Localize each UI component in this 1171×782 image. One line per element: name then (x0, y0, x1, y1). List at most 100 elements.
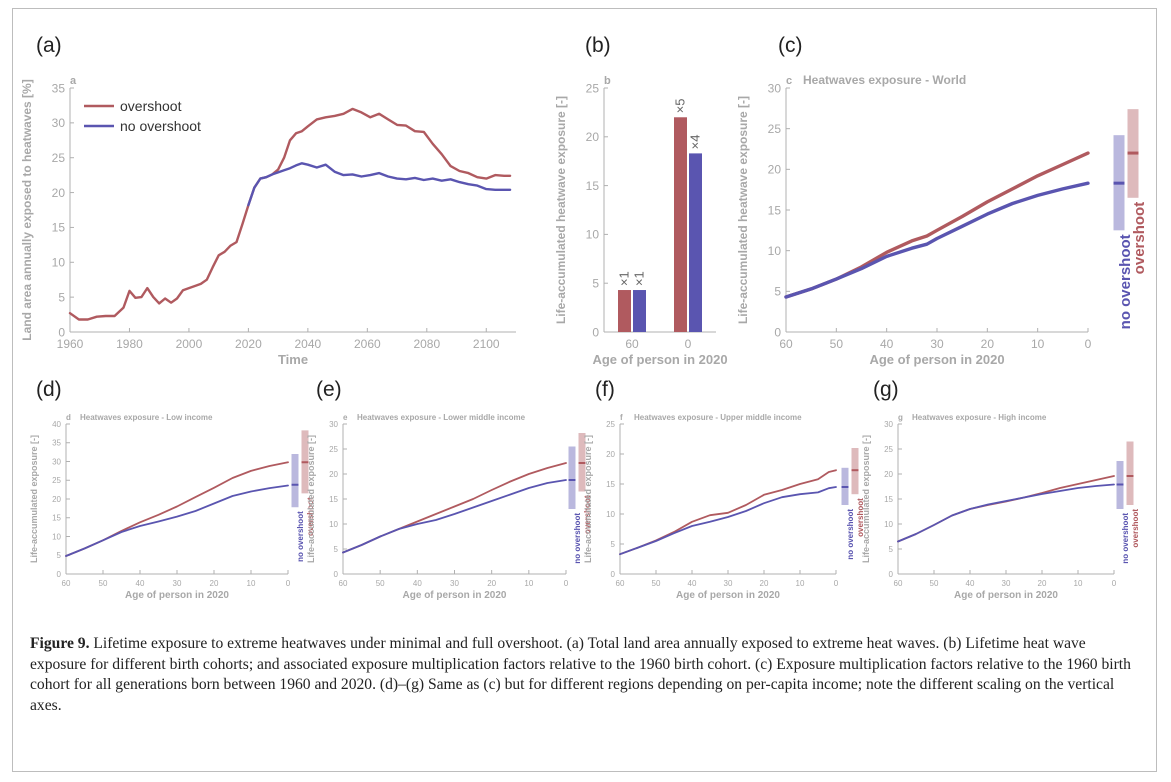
y-axis-label-d: Life-accumulated exposure [-] (29, 435, 39, 563)
caption-lead: Figure 9. (30, 635, 90, 652)
y-axis-label-b: Life-accumulated heatwave exposure [-] (554, 96, 568, 324)
y-tick-label-a: 0 (58, 325, 65, 339)
x-axis-label-c: Age of person in 2020 (869, 352, 1004, 367)
y-tick-label-d: 30 (52, 457, 61, 466)
x-tick-label-c: 10 (1031, 337, 1045, 351)
x-axis-label-e: Age of person in 2020 (403, 590, 507, 601)
panel-title-f: Heatwaves exposure - Upper middle income (634, 413, 802, 422)
x-tick-label-f: 50 (652, 579, 661, 588)
y-tick-label-f: 10 (606, 510, 615, 519)
panel-letter-e: (e) (316, 378, 342, 401)
panel-sublabel-g: g (898, 413, 903, 422)
legend-label-no-overshoot: no overshoot (120, 118, 201, 134)
y-axis-label-f: Life-accumulated exposure [-] (583, 435, 593, 563)
x-tick-label-a: 2100 (473, 337, 500, 351)
y-tick-label-d: 40 (52, 420, 61, 429)
panel-letter-g: (g) (873, 378, 899, 401)
y-tick-label-a: 20 (52, 186, 66, 200)
y-tick-label-d: 10 (52, 532, 61, 541)
y-axis-label-g: Life-accumulated exposure [-] (861, 435, 871, 563)
caption-text: Lifetime exposure to extreme heatwaves u… (30, 635, 1131, 714)
x-tick-label-c: 60 (779, 337, 793, 351)
y-axis-label-c: Life-accumulated heatwave exposure [-] (736, 96, 750, 324)
x-axis-label-a: Time (278, 352, 308, 367)
x-tick-label-c: 0 (1085, 337, 1092, 351)
figure-caption: Figure 9. Lifetime exposure to extreme h… (30, 634, 1140, 716)
y-tick-label-f: 5 (611, 540, 616, 549)
y-tick-label-c: 30 (768, 81, 782, 95)
x-tick-label-d: 0 (286, 579, 291, 588)
y-tick-label-d: 0 (57, 570, 62, 579)
series-line-no-overshoot-d (65, 484, 289, 557)
x-tick-label-f: 10 (796, 579, 805, 588)
range-label-no-overshoot-c: no overshoot (1117, 234, 1134, 329)
panel-letter-d: (d) (36, 378, 62, 401)
range-bar-overshoot-g (1126, 441, 1134, 505)
panel-letter-f: (f) (595, 378, 615, 401)
y-tick-label-b: 15 (586, 179, 600, 193)
x-axis-label-g: Age of person in 2020 (954, 590, 1058, 601)
y-tick-label-g: 20 (884, 470, 893, 479)
x-tick-label-a: 2000 (176, 337, 203, 351)
y-tick-label-f: 20 (606, 450, 615, 459)
x-tick-label-f: 30 (724, 579, 733, 588)
y-tick-label-a: 15 (52, 221, 66, 235)
x-tick-label-c: 20 (981, 337, 995, 351)
x-tick-label-e: 50 (376, 579, 385, 588)
panel-title-d: Heatwaves exposure - Low income (80, 413, 213, 422)
y-tick-label-f: 15 (606, 480, 615, 489)
x-tick-label-f: 40 (688, 579, 697, 588)
range-label-overshoot-d: overshoot (306, 497, 315, 536)
bar-factor-label-no-overshoot-60: ×1 (632, 271, 647, 286)
y-tick-label-e: 0 (334, 570, 339, 579)
x-tick-label-c: 50 (830, 337, 844, 351)
x-tick-label-e: 30 (450, 579, 459, 588)
x-tick-label-d: 60 (62, 579, 71, 588)
range-label-no-overshoot-f: no overshoot (846, 509, 855, 560)
y-tick-label-e: 10 (329, 520, 338, 529)
y-tick-label-d: 25 (52, 476, 61, 485)
y-axis-label-a: Land area annually exposed to heatwaves … (20, 79, 34, 340)
x-tick-label-g: 60 (894, 579, 903, 588)
x-tick-label-e: 10 (524, 579, 533, 588)
x-tick-label-d: 20 (210, 579, 219, 588)
y-tick-label-d: 20 (52, 495, 61, 504)
x-tick-label-f: 0 (834, 579, 839, 588)
y-tick-label-e: 20 (329, 470, 338, 479)
x-tick-label-g: 0 (1112, 579, 1117, 588)
y-tick-label-c: 5 (774, 285, 781, 299)
y-tick-label-a: 35 (52, 81, 66, 95)
series-line-overshoot-g (897, 475, 1115, 543)
x-tick-label-g: 20 (1038, 579, 1047, 588)
x-tick-label-b: 60 (625, 337, 639, 351)
y-tick-label-e: 30 (329, 420, 338, 429)
panel-letter-c: (c) (778, 34, 803, 57)
x-tick-label-b: 0 (685, 337, 692, 351)
panel-sublabel-b: b (604, 75, 611, 87)
x-tick-label-d: 10 (247, 579, 256, 588)
panel-letter-b: (b) (585, 34, 611, 57)
bar-factor-label-overshoot-0: ×5 (673, 98, 688, 113)
x-tick-label-a: 2080 (413, 337, 440, 351)
figure-frame (12, 8, 1157, 772)
y-tick-label-a: 10 (52, 256, 66, 270)
y-tick-label-g: 15 (884, 495, 893, 504)
y-tick-label-b: 10 (586, 228, 600, 242)
y-tick-label-c: 15 (768, 203, 782, 217)
range-label-overshoot-f: overshoot (856, 498, 865, 537)
y-tick-label-g: 10 (884, 520, 893, 529)
y-tick-label-b: 20 (586, 130, 600, 144)
y-tick-label-a: 25 (52, 151, 66, 165)
series-line-no-overshoot-e (342, 479, 567, 554)
panel-sublabel-e: e (343, 413, 348, 422)
panel-title-g: Heatwaves exposure - High income (912, 413, 1047, 422)
bar-no-overshoot-60 (633, 290, 646, 332)
series-line-overshoot-a (68, 107, 512, 321)
y-tick-label-b: 0 (592, 325, 599, 339)
y-tick-label-g: 25 (884, 445, 893, 454)
x-tick-label-d: 30 (173, 579, 182, 588)
x-axis-label-f: Age of person in 2020 (676, 590, 780, 601)
y-tick-label-c: 10 (768, 244, 782, 258)
